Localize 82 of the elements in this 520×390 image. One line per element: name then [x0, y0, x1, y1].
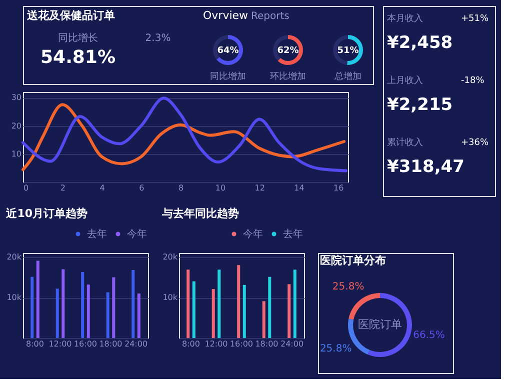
x-tick-label: 2 [60, 184, 66, 192]
bar [62, 269, 65, 338]
donut-slice [216, 35, 243, 65]
x-tick-label: 4 [100, 184, 105, 192]
text: 2.3% [145, 33, 171, 44]
text: 累计收入 [387, 137, 423, 148]
x-tick-label: 12:00 [48, 340, 72, 348]
text: 环比增加 [270, 71, 306, 82]
y-tick-label: 10 [11, 149, 22, 158]
x-tick-label: 8:00 [26, 340, 44, 348]
bar [36, 260, 40, 338]
x-tick-label: 24:00 [280, 340, 304, 348]
x-tick-label: 14 [294, 184, 304, 192]
x-tick-label: 16:00 [74, 340, 98, 348]
chart-title: 近10月订单趋势 [5, 207, 88, 220]
legend-label: 去年 [87, 228, 107, 240]
text: +51% [461, 14, 489, 24]
text: 上月收入 [387, 75, 423, 86]
x-tick-label: 16 [334, 184, 344, 192]
text: 本月收入 [387, 13, 423, 24]
x-tick-label: 12:00 [204, 340, 228, 348]
donut-slice [348, 293, 380, 320]
legend-label: 今年 [243, 228, 263, 240]
x-tick-label: 8:00 [182, 340, 200, 348]
text: ¥318,47 [387, 157, 464, 177]
data-label: 62% [277, 46, 299, 56]
text: Ovrview [203, 9, 248, 22]
legend-label: 今年 [127, 228, 147, 240]
bar [293, 270, 296, 338]
bar [132, 270, 135, 338]
chart-title: 医院订单分布 [320, 254, 386, 267]
x-tick-label: 24:00 [124, 340, 148, 348]
bar [81, 272, 84, 338]
text: 54.81% [40, 47, 116, 68]
donut-slice [368, 293, 412, 357]
bar [237, 265, 240, 338]
x-tick-label: 10 [215, 184, 226, 192]
donut-slice [278, 35, 303, 65]
data-label: 66.5% [413, 330, 445, 341]
bar [242, 284, 246, 338]
bar [212, 289, 215, 338]
bar [262, 301, 266, 338]
bar [106, 292, 110, 338]
data-label: 25.8% [332, 281, 364, 292]
text: 送花及保健品订单 [26, 9, 115, 22]
y-tick-label: 20k [162, 252, 178, 262]
y-tick-label: 20k [6, 252, 22, 262]
x-tick-label: 6 [139, 184, 144, 192]
legend-label: 去年 [283, 228, 303, 240]
y-tick-label: 10k [162, 293, 178, 302]
text: 医院订单 [358, 318, 402, 331]
x-tick-label: 0 [24, 184, 29, 192]
data-label: 25.8% [320, 343, 352, 354]
x-tick-label: 12 [254, 184, 265, 192]
bar [192, 281, 196, 338]
text: ¥2,458 [387, 33, 453, 53]
bar [218, 270, 221, 338]
chart-title: 与去年同比趋势 [161, 207, 240, 220]
bar [86, 284, 90, 338]
y-tick-label: 20 [11, 121, 22, 130]
x-tick-label: 18:00 [99, 340, 122, 348]
x-tick-label: 16:00 [230, 340, 254, 348]
text: -18% [461, 76, 485, 86]
bar [112, 277, 116, 338]
text: 同比增长 [58, 32, 98, 44]
text: Reports [251, 11, 290, 22]
x-tick-label: 8 [178, 184, 184, 192]
bar [288, 284, 291, 338]
text: ¥2,215 [387, 95, 453, 115]
y-tick-label: 10k [6, 293, 22, 302]
text: 总增加 [334, 71, 362, 82]
bar [268, 276, 272, 338]
data-label: 64% [217, 46, 239, 56]
y-tick-label: 30 [11, 93, 22, 102]
bar [137, 293, 140, 338]
text: 同比增加 [210, 71, 246, 82]
bar [30, 276, 34, 338]
bar [56, 288, 59, 338]
data-label: 51% [337, 46, 359, 56]
bar [186, 270, 190, 338]
x-tick-label: 18:00 [255, 340, 278, 348]
text: +36% [461, 138, 489, 148]
